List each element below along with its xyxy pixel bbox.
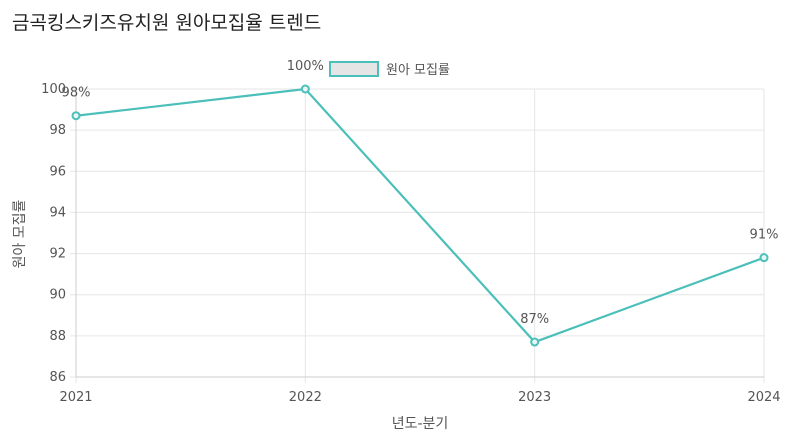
- data-labels: 98% 100% 87% 91%: [62, 59, 779, 327]
- x-axis-title: 년도-분기: [392, 416, 449, 432]
- y-tick-label: 94: [49, 205, 66, 220]
- y-tick-label: 100: [41, 82, 66, 97]
- data-label: 98%: [62, 86, 91, 101]
- grid-lines: [70, 88, 765, 383]
- x-tick-label: 2022: [289, 390, 322, 405]
- y-tick-label: 98: [49, 123, 66, 138]
- y-axis-title: 원아 모집률: [12, 199, 28, 268]
- series-line: [75, 87, 765, 344]
- data-point: [71, 111, 81, 121]
- x-axis-ticks: 2021 2022 2023 2024: [59, 390, 780, 405]
- axes: [75, 89, 764, 378]
- y-tick-label: 96: [49, 164, 66, 179]
- y-tick-label: 86: [49, 370, 66, 385]
- data-label: 100%: [287, 59, 324, 74]
- x-tick-label: 2024: [747, 390, 780, 405]
- series-layer: [71, 84, 769, 347]
- page-title: 금곡킹스키즈유치원 원아모집율 트렌드: [12, 12, 322, 34]
- y-tick-label: 90: [49, 288, 66, 303]
- data-point: [300, 84, 310, 94]
- legend-label: 원아 모집률: [386, 63, 450, 78]
- y-axis-ticks: 86 88 90 92 94 96 98 100: [41, 82, 66, 385]
- x-tick-label: 2021: [59, 390, 92, 405]
- data-point: [759, 253, 769, 263]
- data-label: 87%: [520, 312, 549, 327]
- legend-swatch: [329, 61, 379, 77]
- y-tick-label: 92: [49, 247, 66, 262]
- y-tick-label: 88: [49, 329, 66, 344]
- x-tick-label: 2023: [518, 390, 551, 405]
- legend[interactable]: 원아 모집률: [329, 61, 450, 78]
- data-point: [530, 337, 540, 347]
- data-label: 91%: [750, 228, 779, 243]
